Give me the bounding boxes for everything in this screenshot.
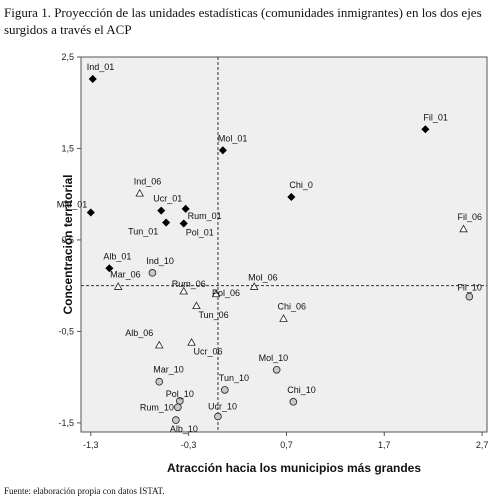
point-mar-01 — [86, 208, 95, 217]
point-mol-06 — [249, 282, 259, 290]
point-alb-06 — [154, 340, 164, 349]
point-mol-10 — [272, 366, 281, 374]
point-ind-06 — [135, 188, 144, 197]
point-mol-01 — [218, 146, 227, 155]
x-tick-label: 1,7 — [378, 440, 391, 450]
point-rum-01 — [181, 204, 190, 213]
point-label-alb-06: Alb_06 — [125, 328, 153, 338]
point-ucr-06 — [187, 337, 196, 346]
point-label-pol-01: Pol_01 — [186, 227, 214, 237]
point-rum-06 — [179, 286, 189, 295]
point-ucr-10 — [214, 412, 222, 421]
point-ind-01 — [88, 74, 97, 83]
figure-caption: Figura 1. Proyección de las unidades est… — [4, 5, 482, 37]
point-mar-06 — [113, 282, 123, 290]
point-label-fil-01: Fil_01 — [423, 112, 448, 122]
point-label-ucr-06: Ucr_06 — [194, 346, 223, 356]
point-chi-06 — [279, 314, 288, 322]
point-alb-01 — [105, 264, 114, 273]
point-label-ind-10: Ind_10 — [146, 256, 174, 266]
point-label-alb-10: Alb_10 — [170, 424, 198, 434]
point-label-ind-06: Ind_06 — [134, 176, 162, 186]
point-ucr-01 — [157, 206, 166, 215]
point-label-ind-01: Ind_01 — [87, 62, 115, 72]
x-tick-label: -0,3 — [181, 440, 197, 450]
point-label-tun-06: Tun_06 — [198, 310, 228, 320]
point-tun-06 — [192, 301, 201, 310]
point-label-fil-10: Fil_10 — [457, 283, 482, 293]
point-label-rum-10: Rum_10 — [140, 402, 174, 412]
point-ind-10 — [148, 269, 157, 277]
point-label-ucr-10: Ucr_10 — [208, 401, 237, 411]
y-tick-label: 1,5 — [61, 143, 74, 153]
point-label-chi-0: Chi_0 — [289, 180, 313, 190]
x-tick-label: -1,3 — [83, 440, 99, 450]
point-fil-01 — [421, 125, 430, 134]
y-tick-label: -0,5 — [58, 326, 74, 336]
point-label-pol-06: Pol_06 — [212, 288, 240, 298]
point-label-fil-06: Fil_06 — [458, 212, 483, 222]
point-label-ucr-01: Ucr_01 — [153, 194, 182, 204]
point-tun-01 — [162, 218, 171, 227]
point-rum-10 — [174, 403, 182, 412]
point-label-alb-01: Alb_01 — [103, 251, 131, 261]
point-chi-10 — [289, 398, 298, 406]
point-label-mar-01: Mar_01 — [57, 199, 88, 209]
point-label-tun-01: Tun_01 — [128, 227, 158, 237]
x-tick-label: 0,7 — [280, 440, 293, 450]
x-tick-label: 2,7 — [476, 440, 489, 450]
point-label-chi-06: Chi_06 — [278, 302, 307, 312]
y-tick-label: -1,5 — [58, 418, 74, 428]
point-label-mol-10: Mol_10 — [259, 353, 289, 363]
point-label-mar-06: Mar_06 — [110, 270, 141, 280]
point-fil-06 — [459, 224, 468, 233]
point-mar-10 — [155, 377, 164, 386]
point-label-mol-06: Mol_06 — [248, 273, 278, 283]
point-alb-10 — [172, 416, 180, 424]
point-label-mol-01: Mol_01 — [218, 133, 248, 143]
plot-area — [80, 56, 488, 433]
y-tick-label: 2,5 — [61, 52, 74, 62]
point-chi-0 — [287, 192, 296, 201]
point-fil-10 — [465, 292, 474, 301]
x-axis-title: Atracción hacia los municipios más grand… — [167, 461, 421, 475]
y-axis-title: Concentración territorial — [61, 174, 75, 314]
point-label-mar-10: Mar_10 — [153, 365, 184, 375]
point-pol-06 — [211, 289, 221, 298]
point-label-tun-10: Tun_10 — [219, 373, 249, 383]
y-tick-label: 0,5 — [61, 235, 74, 245]
point-label-rum-01: Rum_01 — [188, 211, 222, 221]
point-tun-10 — [221, 386, 229, 394]
point-label-chi-10: Chi_10 — [287, 385, 316, 395]
figure-source: Fuente: elaboración propia con datos IST… — [4, 486, 165, 496]
point-pol-01 — [179, 219, 188, 228]
point-label-rum-06: Rum_06 — [172, 279, 206, 289]
point-label-pol-10: Pol_10 — [166, 389, 194, 399]
